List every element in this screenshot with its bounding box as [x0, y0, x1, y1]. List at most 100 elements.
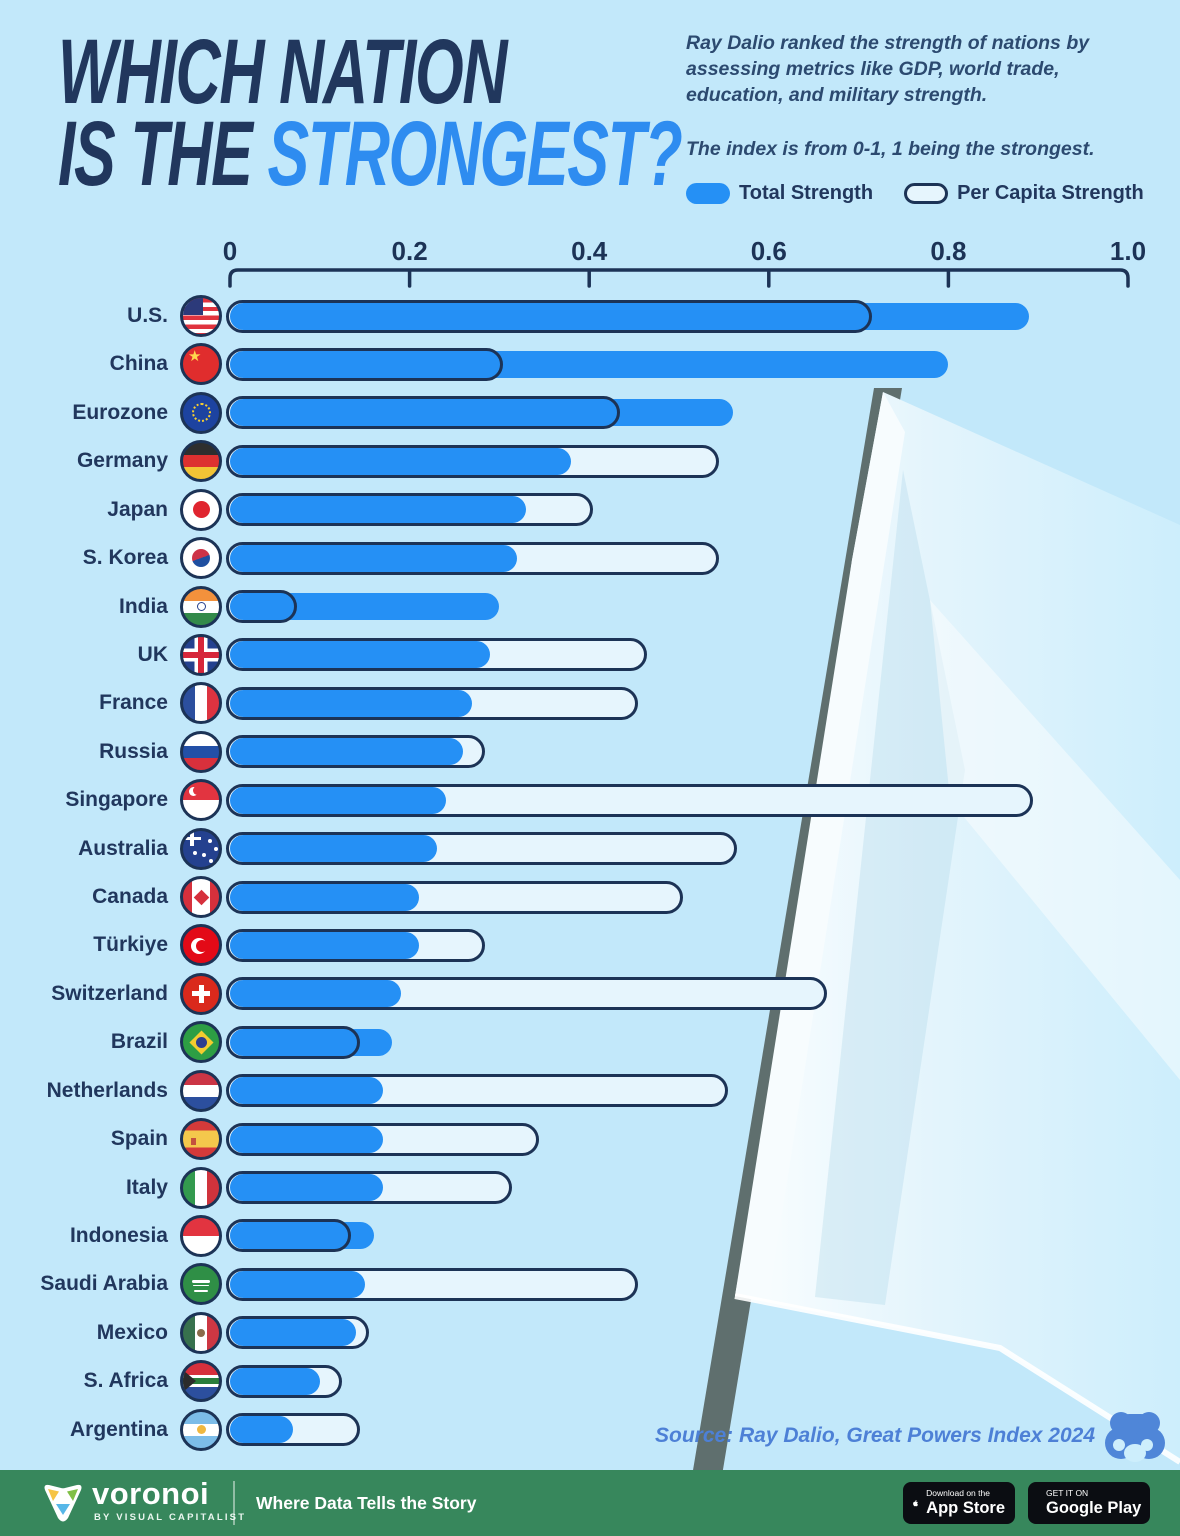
app-store-badge[interactable]: Download on the App Store	[903, 1482, 1015, 1524]
bars	[226, 1067, 1180, 1115]
country-label: Mexico	[96, 1320, 168, 1344]
uk-flag-icon	[180, 633, 222, 676]
per-capita-strength-bar	[226, 832, 737, 866]
country-label: China	[109, 352, 168, 376]
intro-text: ranked the strength of nations by assess…	[686, 32, 1090, 106]
per-capita-strength-bar	[226, 1122, 540, 1156]
total-strength-bar	[230, 835, 437, 863]
country-row: Eurozone	[0, 389, 1180, 437]
country-label: France	[99, 691, 168, 715]
bars	[226, 728, 1180, 776]
per-capita-strength-bar	[226, 1074, 728, 1108]
italy-flag-icon	[180, 1166, 222, 1209]
per-capita-strength-bar	[226, 977, 827, 1011]
country-label: Canada	[92, 885, 168, 909]
bars	[226, 776, 1180, 824]
per-capita-strength-bar	[226, 686, 639, 720]
bars	[226, 921, 1180, 969]
country-label: Argentina	[69, 1417, 168, 1441]
country-label: Saudi Arabia	[40, 1272, 168, 1296]
bars	[226, 583, 1180, 631]
footer-divider	[233, 1481, 235, 1525]
total-strength-bar	[230, 1077, 383, 1105]
per-capita-strength-bar	[226, 541, 719, 575]
bars	[226, 1164, 1180, 1212]
country-row: Russia	[0, 728, 1180, 776]
south-africa-flag-icon	[180, 1360, 222, 1403]
country-row: Brazil	[0, 1018, 1180, 1066]
gplay-small-text: GET IT ON	[1046, 1488, 1089, 1499]
page-title-line1: WHICH NATION	[58, 26, 508, 118]
country-label: S. Korea	[82, 546, 168, 570]
total-strength-bar	[230, 931, 419, 959]
country-label: India	[118, 594, 168, 618]
country-row: China	[0, 340, 1180, 388]
eurozone-flag-icon	[180, 391, 222, 434]
country-row: France	[0, 679, 1180, 727]
total-strength-bar	[230, 1367, 320, 1395]
per-capita-strength-bar	[226, 396, 621, 430]
per-capita-strength-bar	[226, 1171, 513, 1205]
total-strength-legend-swatch	[686, 183, 730, 204]
total-strength-bar	[230, 1028, 392, 1056]
country-row: Germany	[0, 437, 1180, 485]
apple-icon	[913, 1500, 918, 1507]
appstore-small-text: Download on the	[926, 1488, 990, 1499]
title-text-1: WHICH NATION	[58, 21, 508, 123]
bars	[226, 1115, 1180, 1163]
axis-tick-label: 0	[222, 236, 238, 266]
per-capita-strength-bar	[226, 1267, 639, 1301]
bars	[226, 292, 1180, 340]
google-play-badge[interactable]: GET IT ON Google Play	[1028, 1482, 1150, 1524]
axis-tick-label: 0.8	[930, 236, 967, 266]
per-capita-strength-bar	[226, 347, 504, 381]
total-strength-bar	[230, 496, 527, 524]
voronoi-binoculars-icon	[1105, 1412, 1165, 1462]
footer-bar: voronoi BY VISUAL CAPITALIST Where Data …	[0, 1470, 1180, 1536]
per-capita-legend-label: Per Capita Strength	[957, 182, 1144, 204]
flag-fold-highlight	[930, 600, 1180, 1080]
total-strength-bar	[230, 738, 464, 766]
total-strength-bar	[230, 544, 518, 572]
total-strength-bar	[230, 1270, 365, 1298]
country-row: Australia	[0, 825, 1180, 873]
country-row: Saudi Arabia	[0, 1260, 1180, 1308]
bars	[226, 389, 1180, 437]
country-label: Switzerland	[51, 981, 168, 1005]
total-strength-bar	[230, 786, 446, 814]
bars	[226, 486, 1180, 534]
per-capita-strength-bar	[226, 1364, 342, 1398]
bars	[226, 873, 1180, 921]
per-capita-strength-bar	[226, 493, 594, 527]
bars	[226, 1406, 1180, 1454]
saudi-arabia-flag-icon	[180, 1263, 222, 1306]
total-strength-bar	[230, 350, 949, 378]
per-capita-strength-bar	[226, 735, 486, 769]
brazil-flag-icon	[180, 1021, 222, 1064]
country-row: Italy	[0, 1164, 1180, 1212]
germany-flag-icon	[180, 440, 222, 483]
intro-author: Ray Dalio	[686, 32, 775, 54]
per-capita-legend-swatch	[904, 183, 949, 204]
per-capita-strength-bar	[226, 1025, 360, 1059]
per-capita-strength-bar	[226, 1413, 360, 1447]
country-row: Switzerland	[0, 970, 1180, 1018]
country-label: Japan	[107, 497, 168, 521]
bars	[226, 1212, 1180, 1260]
axis-tick-label: 1.0	[1109, 236, 1147, 266]
gplay-big-text: Google Play	[1046, 1498, 1142, 1517]
page-title-line2: IS THE STRONGEST?	[58, 108, 683, 200]
india-flag-icon	[180, 585, 222, 628]
bars	[226, 1309, 1180, 1357]
country-label: Indonesia	[69, 1223, 168, 1247]
axis-tick-label: 0.2	[391, 236, 428, 266]
total-strength-bar	[230, 1174, 383, 1202]
voronoi-brand: voronoi	[92, 1476, 210, 1511]
south-korea-flag-icon	[180, 537, 222, 580]
bars	[226, 1018, 1180, 1066]
country-row: U.S.	[0, 292, 1180, 340]
country-label: Singapore	[65, 788, 168, 812]
turkiye-flag-icon	[180, 924, 222, 967]
country-label: Spain	[110, 1127, 168, 1151]
